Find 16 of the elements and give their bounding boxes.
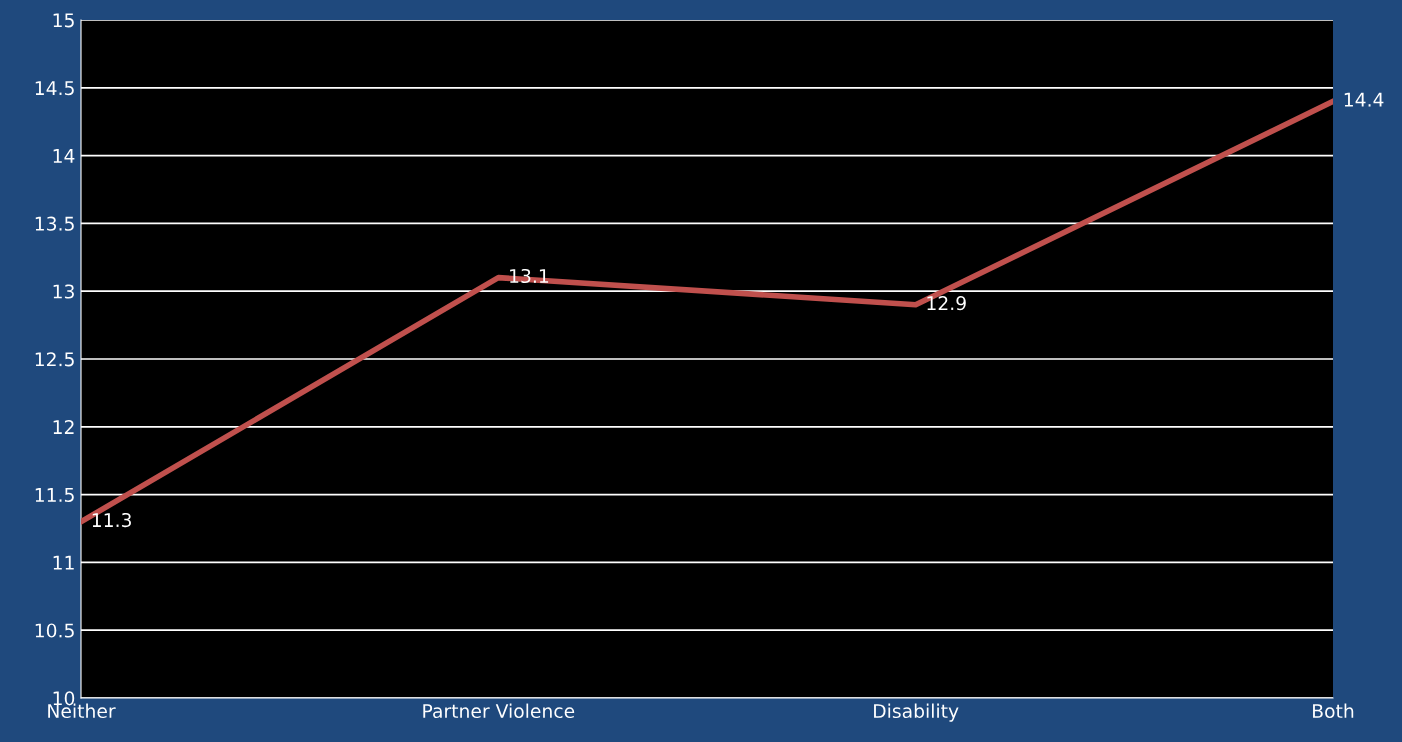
- y-tick-label: 15: [53, 13, 74, 28]
- y-tick-label: 13: [53, 284, 74, 299]
- x-tick-label: Disability: [874, 703, 959, 722]
- data-label: 11.3: [92, 512, 131, 528]
- y-tick-label: 12: [53, 420, 74, 434]
- y-tick-label: 11.5: [35, 488, 74, 502]
- y-tick-label: 14: [53, 149, 75, 163]
- x-tick-label: Both: [1313, 703, 1354, 719]
- y-tick-label: 12.5: [35, 352, 74, 367]
- y-tick-label: 14.5: [35, 81, 74, 96]
- x-tick-label: Partner Violence: [423, 703, 575, 719]
- y-tick-label: 13.5: [35, 216, 74, 231]
- y-tick-label: 10.5: [35, 623, 74, 638]
- data-label: 14.4: [1344, 92, 1384, 107]
- data-label: 12.9: [927, 296, 966, 311]
- y-tick-label: 11: [53, 555, 74, 570]
